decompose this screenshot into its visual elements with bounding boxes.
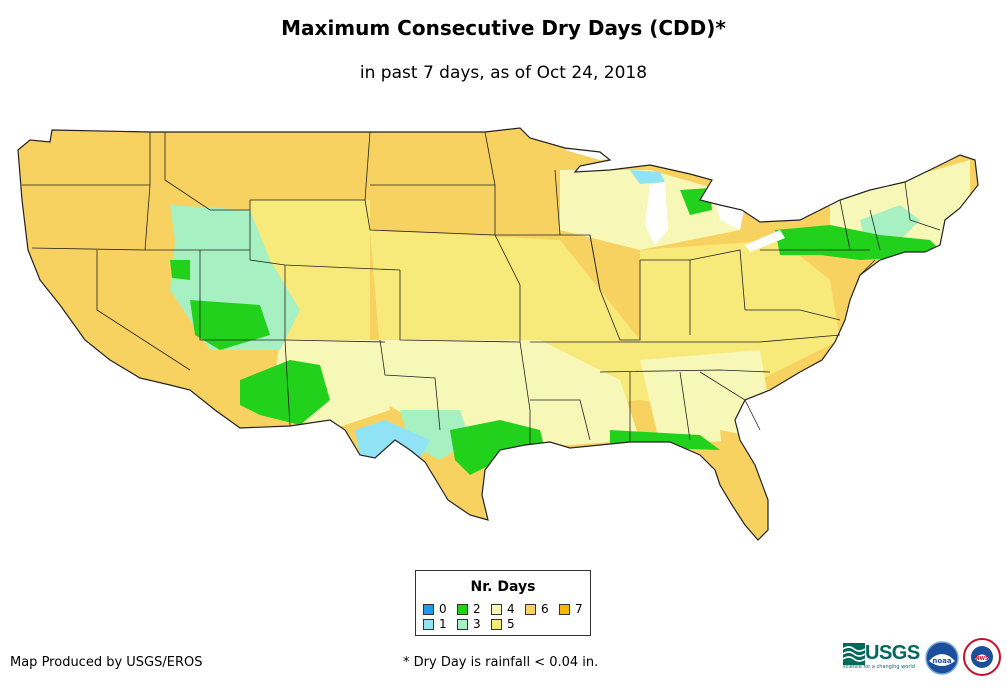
legend-label: 6 — [541, 602, 549, 616]
region-2-days — [190, 300, 270, 350]
nws-logo-text: NWS — [975, 656, 989, 662]
cdd-map — [17, 127, 979, 541]
legend-item-2: 2 — [457, 602, 481, 616]
usgs-wave-icon — [843, 642, 865, 665]
map-title: Maximum Consecutive Dry Days (CDD)* — [281, 16, 726, 40]
state-boundaries — [17, 127, 979, 541]
legend-item-3: 3 — [457, 617, 481, 631]
usgs-wordmark: USGS — [865, 642, 920, 664]
region-2-days — [170, 260, 190, 280]
legend-swatch — [525, 603, 536, 615]
legend-label: 3 — [473, 617, 481, 631]
dry-day-note: * Dry Day is rainfall < 0.04 in. — [403, 655, 599, 670]
lake-erie — [745, 230, 785, 252]
legend-label: 1 — [439, 617, 447, 631]
legend: Nr. Days 0 2 4 6 7 1 3 5 — [415, 570, 591, 636]
legend-label: 0 — [439, 602, 447, 616]
legend-label: 5 — [507, 617, 515, 631]
nws-logo-icon: NWS — [963, 638, 1001, 676]
usgs-logo: USGS science for a changing world — [843, 642, 920, 670]
noaa-logo-icon: noaa — [925, 641, 959, 675]
legend-swatch — [457, 603, 468, 615]
legend-item-5: 5 — [491, 617, 515, 631]
legend-swatch — [559, 603, 570, 615]
noaa-logo-text: noaa — [932, 657, 952, 665]
region-2-days — [775, 225, 940, 260]
legend-title: Nr. Days — [470, 579, 536, 595]
legend-label: 2 — [473, 602, 481, 616]
map-credit: Map Produced by USGS/EROS — [10, 655, 203, 670]
legend-item-0: 0 — [423, 602, 447, 616]
legend-swatch — [491, 618, 502, 630]
legend-swatch — [423, 618, 434, 630]
lake-michigan — [645, 182, 668, 245]
legend-swatch — [423, 603, 434, 615]
legend-item-7: 7 — [559, 602, 583, 616]
legend-item-4: 4 — [491, 602, 515, 616]
dry-day-regions — [170, 160, 970, 530]
region-2-days — [450, 420, 545, 475]
legend-item-1: 1 — [423, 617, 447, 631]
legend-item-6: 6 — [525, 602, 549, 616]
lake-superior — [565, 146, 640, 160]
legend-swatch — [457, 618, 468, 630]
region-1-day — [630, 170, 665, 184]
region-6-days — [720, 430, 770, 530]
usgs-tagline: science for a changing world — [843, 664, 915, 670]
legend-swatch — [491, 603, 502, 615]
legend-label: 7 — [575, 602, 583, 616]
region-2-days — [240, 360, 330, 425]
map-subtitle: in past 7 days, as of Oct 24, 2018 — [359, 63, 648, 83]
legend-label: 4 — [507, 602, 515, 616]
lake-huron — [715, 200, 745, 230]
